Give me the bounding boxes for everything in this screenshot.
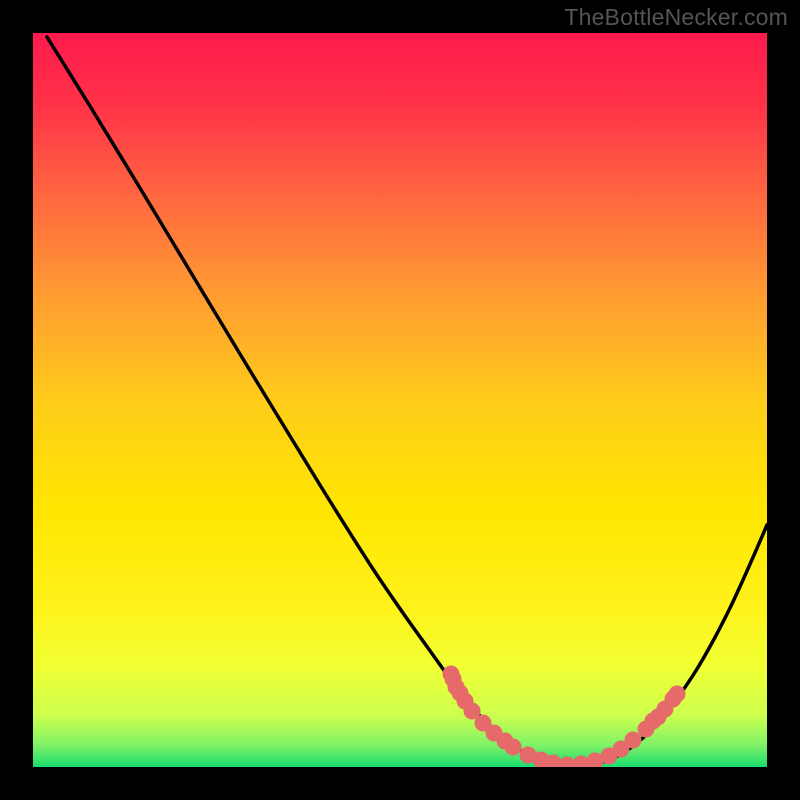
- watermark-label: TheBottleNecker.com: [564, 4, 788, 31]
- data-marker: [645, 713, 662, 730]
- data-markers: [33, 33, 767, 767]
- plot-area: [33, 33, 767, 767]
- data-marker: [625, 732, 642, 749]
- chart-frame: TheBottleNecker.com: [0, 0, 800, 800]
- data-marker: [505, 739, 522, 756]
- data-marker: [443, 666, 460, 683]
- data-marker: [665, 691, 682, 708]
